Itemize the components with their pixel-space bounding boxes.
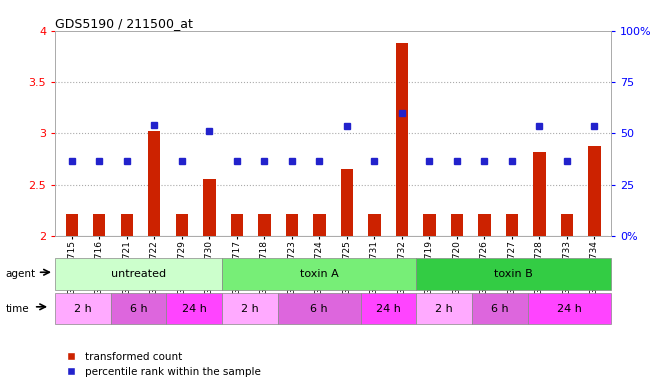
Bar (368, 214, 381, 236)
Bar (93, 214, 105, 236)
Bar (506, 214, 518, 236)
Bar (66, 214, 78, 236)
Text: 24 h: 24 h (557, 304, 582, 314)
Text: 6 h: 6 h (130, 304, 148, 314)
Bar (423, 214, 436, 236)
Bar (361, 293, 417, 324)
Bar (222, 293, 278, 324)
Text: 6 h: 6 h (491, 304, 509, 314)
Bar (278, 293, 361, 324)
Bar (341, 169, 353, 236)
Text: toxin B: toxin B (495, 269, 533, 279)
Bar (176, 214, 188, 236)
Text: 24 h: 24 h (182, 304, 207, 314)
Text: untreated: untreated (111, 269, 166, 279)
Bar (285, 214, 298, 236)
Bar (472, 293, 528, 324)
Text: 2 h: 2 h (241, 304, 259, 314)
Bar (588, 146, 601, 236)
Text: GDS5190 / 211500_at: GDS5190 / 211500_at (55, 17, 193, 30)
Text: toxin A: toxin A (300, 269, 339, 279)
Legend: transformed count, percentile rank within the sample: transformed count, percentile rank withi… (60, 352, 261, 377)
Bar (121, 214, 133, 236)
Bar (166, 293, 222, 324)
Bar (561, 214, 573, 236)
Bar (55, 293, 111, 324)
Text: 6 h: 6 h (311, 304, 328, 314)
Bar (203, 179, 216, 236)
Text: agent: agent (5, 269, 35, 279)
Bar (533, 152, 545, 236)
Bar (222, 258, 417, 290)
Text: time: time (5, 304, 29, 314)
Bar (450, 214, 463, 236)
Text: 2 h: 2 h (436, 304, 453, 314)
Bar (417, 293, 472, 324)
Bar (417, 258, 611, 290)
Bar (313, 214, 326, 236)
Bar (528, 293, 611, 324)
Bar (148, 131, 161, 236)
Bar (55, 258, 222, 290)
Bar (111, 293, 166, 324)
Bar (478, 214, 491, 236)
Bar (231, 214, 243, 236)
Bar (258, 214, 270, 236)
Bar (396, 43, 408, 236)
Text: 2 h: 2 h (74, 304, 92, 314)
Text: 24 h: 24 h (376, 304, 401, 314)
